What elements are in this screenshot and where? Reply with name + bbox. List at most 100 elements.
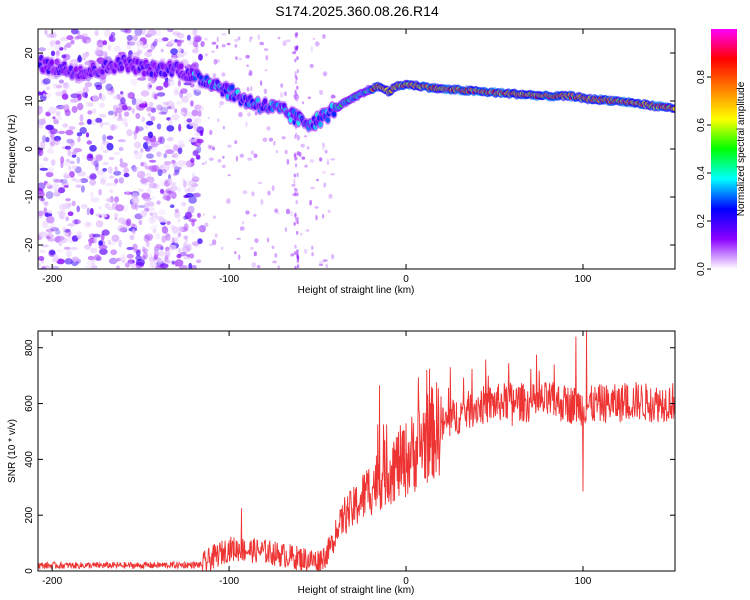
spectrogram-noise-mark	[100, 213, 108, 218]
spectrogram-noise-mark	[61, 89, 67, 95]
spectrogram-noise-mark	[74, 219, 79, 225]
spectrogram-noise-mark	[227, 174, 231, 177]
spectrogram-noise-mark	[163, 80, 169, 88]
colorbar-gradient	[711, 29, 737, 269]
spectrogram-noise-mark	[135, 249, 141, 257]
spectrogram-noise-mark	[293, 178, 296, 185]
spectrogram-noise-mark	[185, 92, 193, 98]
spectrogram-noise-mark	[143, 142, 148, 150]
spectrogram-noise-mark	[53, 135, 62, 142]
spectrogram-y-axis-label: Frequency (Hz)	[7, 115, 18, 184]
spectrogram-noise-mark	[136, 170, 146, 179]
spectrogram-noise-mark	[174, 208, 179, 213]
spectrogram-noise-mark	[65, 42, 72, 48]
spectrogram-noise-mark	[290, 210, 293, 217]
spectrogram-noise-mark	[69, 160, 75, 165]
spectrogram-noise-mark	[131, 108, 135, 114]
spectrogram-noise-mark	[49, 138, 54, 147]
spectrogram-noise-mark	[44, 30, 48, 35]
spectrogram-noise-mark	[58, 47, 64, 51]
spectrogram-noise-mark	[96, 256, 102, 262]
spectrogram-noise-mark	[82, 92, 88, 98]
spectrogram-noise-mark	[123, 167, 129, 174]
spectrogram-noise-mark	[197, 212, 201, 218]
spectrogram-noise-mark	[326, 158, 330, 164]
spectrogram-noise-mark	[98, 244, 108, 250]
spectrogram-noise-mark	[294, 192, 297, 197]
spectrogram-noise-mark	[72, 219, 81, 225]
spectrogram-noise-mark	[197, 110, 202, 117]
spectrogram-noise-mark	[38, 196, 44, 201]
spectrogram-noise-mark	[192, 192, 201, 198]
spectrogram-noise-mark	[178, 166, 182, 170]
spectrogram-noise-mark	[145, 172, 152, 179]
spectrogram-noise-mark	[294, 152, 297, 157]
spectrogram-noise-mark	[294, 80, 298, 85]
spectrogram-noise-mark	[198, 53, 203, 61]
spectrogram-noise-mark	[115, 265, 121, 269]
spectrogram-noise-mark	[138, 219, 143, 226]
spectrogram-noise-mark	[80, 204, 88, 209]
spectrogram-noise-mark	[118, 146, 124, 152]
spectrogram-noise-mark	[275, 150, 278, 154]
spectrogram-noise-mark	[321, 170, 326, 175]
spectrogram-noise-mark	[161, 37, 169, 42]
y-tick-label: 800	[24, 339, 35, 356]
spectrogram-noise-mark	[162, 190, 171, 198]
spectrogram-noise-mark	[88, 241, 92, 247]
spectrogram-noise-mark	[148, 84, 152, 88]
spectrogram-noise-mark	[151, 164, 160, 172]
spectrogram-noise-mark	[67, 211, 74, 216]
spectrogram-noise-mark	[191, 114, 200, 123]
spectrogram-noise-mark	[94, 49, 102, 56]
spectrogram-noise-mark	[189, 253, 195, 259]
spectrogram-noise-mark	[95, 213, 101, 217]
spectrogram-x-ticks: -200 -100 0 100	[42, 29, 592, 285]
spectrogram-noise-mark	[140, 161, 147, 167]
spectrogram-noise-mark	[162, 101, 169, 106]
spectrogram-noise-mark	[96, 170, 106, 176]
spectrogram-noise-mark	[113, 95, 118, 100]
spectrogram-noise-mark	[42, 93, 46, 97]
spectrogram-noise-mark	[300, 143, 306, 148]
spectrogram-noise-mark	[266, 237, 270, 243]
spectrogram-noise-mark	[58, 79, 64, 84]
spectrogram-noise-mark	[62, 123, 69, 128]
spectrogram-noise-mark	[106, 197, 116, 203]
spectrogram-noise-mark	[204, 160, 208, 165]
spectrogram-noise-mark	[196, 145, 202, 154]
spectrogram-noise-mark	[108, 166, 113, 174]
spectrogram-noise-mark	[181, 245, 191, 253]
spectrogram-noise-mark	[226, 42, 231, 46]
spectrogram-noise-mark	[194, 104, 202, 110]
spectrogram-noise-mark	[327, 209, 331, 213]
spectrogram-noise-mark	[94, 30, 99, 36]
spectrogram-noise-mark	[114, 217, 118, 220]
spectrogram-noise-mark	[66, 138, 74, 144]
spectrogram-noise-mark	[109, 189, 114, 194]
spectrogram-noise-mark	[56, 105, 65, 111]
spectrogram-noise-mark	[294, 89, 297, 94]
spectrogram-noise-mark	[86, 259, 94, 266]
spectrogram-noise-mark	[142, 248, 149, 253]
spectrogram-noise-mark	[64, 246, 71, 250]
spectrogram-noise-mark	[52, 254, 59, 262]
x-tick-label: 100	[575, 576, 592, 587]
spectrogram-noise-mark	[77, 136, 81, 143]
spectrogram-noise-mark	[267, 190, 271, 196]
x-tick-label: -100	[219, 274, 239, 285]
spectrogram-noise-mark	[149, 253, 153, 260]
spectrogram-noise-mark	[76, 56, 83, 63]
spectrogram-noise-mark	[87, 118, 92, 125]
spectrogram-y-ticks: -20 -10 0 10 20	[24, 47, 675, 252]
spectrogram-noise-mark	[99, 93, 106, 102]
spectrogram-noise-mark	[135, 102, 140, 110]
spectrogram-noise-mark	[247, 157, 253, 161]
spectrogram-noise-mark	[282, 40, 287, 47]
spectrogram-noise-mark	[133, 34, 138, 42]
spectrogram-noise-mark	[102, 122, 111, 126]
spectrogram-noise-mark	[89, 263, 97, 269]
spectrogram-noise-mark	[183, 242, 188, 249]
spectrogram-noise-mark	[291, 184, 296, 187]
spectrogram-noise-mark	[133, 132, 137, 140]
